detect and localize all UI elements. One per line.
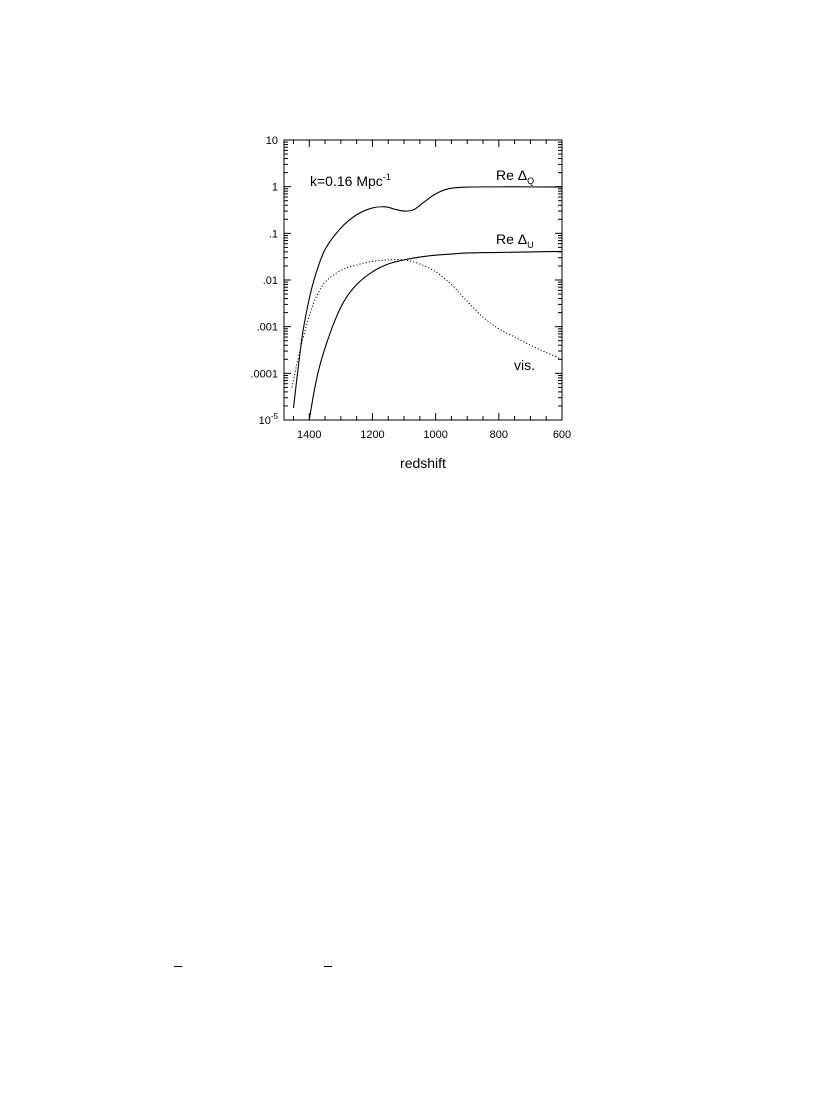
stray-mark-right xyxy=(324,966,332,967)
series-line-0 xyxy=(292,186,563,409)
x-tick-label: 600 xyxy=(553,429,571,441)
y-tick-label: 1 xyxy=(272,182,278,194)
y-tick-label: 10 xyxy=(266,135,278,147)
series-line-2 xyxy=(291,258,563,388)
x-axis-title: redshift xyxy=(400,455,446,471)
y-tick-label: .01 xyxy=(263,275,278,287)
y-tick-label-base: 10 xyxy=(259,415,271,427)
x-tick-label: 800 xyxy=(490,429,508,441)
y-tick-label: .001 xyxy=(257,322,278,334)
axis-ticks xyxy=(284,139,563,421)
series-label-re-delta-u-sub: U xyxy=(527,240,534,250)
series-label-vis: vis. xyxy=(514,357,535,373)
x-tick-label: 1400 xyxy=(297,429,321,441)
y-tick-label-exp: -5 xyxy=(271,412,279,421)
y-tick-label: .1 xyxy=(269,228,278,240)
x-tick-label: 1000 xyxy=(423,429,447,441)
y-tick-label: .0001 xyxy=(250,368,278,380)
series-line-1 xyxy=(308,250,563,421)
k-annotation-exp: -1 xyxy=(383,172,391,182)
series-label-re-delta-q-sub: Q xyxy=(527,176,534,186)
series-label-re-delta-q: Re ΔQ xyxy=(496,167,534,186)
series-label-re-delta-u-main: Re Δ xyxy=(496,231,527,247)
series-label-re-delta-u: Re ΔU xyxy=(496,231,534,250)
x-tick-label: 1200 xyxy=(360,429,384,441)
series-label-re-delta-q-main: Re Δ xyxy=(496,167,527,183)
annotations: k=0.16 Mpc-1 Re ΔQ Re ΔU vis. xyxy=(310,167,535,373)
y-tick-label: 10-5 xyxy=(259,412,279,427)
stray-mark-left xyxy=(174,966,182,967)
k-annotation-base: k=0.16 Mpc xyxy=(310,173,383,189)
series-layer xyxy=(291,186,563,421)
k-annotation: k=0.16 Mpc-1 xyxy=(310,172,391,189)
